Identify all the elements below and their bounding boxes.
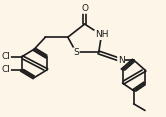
Text: N: N — [118, 56, 124, 65]
Text: S: S — [73, 48, 79, 57]
Text: O: O — [81, 4, 88, 13]
Text: NH: NH — [95, 31, 108, 40]
Text: Cl: Cl — [1, 52, 10, 61]
Text: Cl: Cl — [1, 66, 10, 75]
